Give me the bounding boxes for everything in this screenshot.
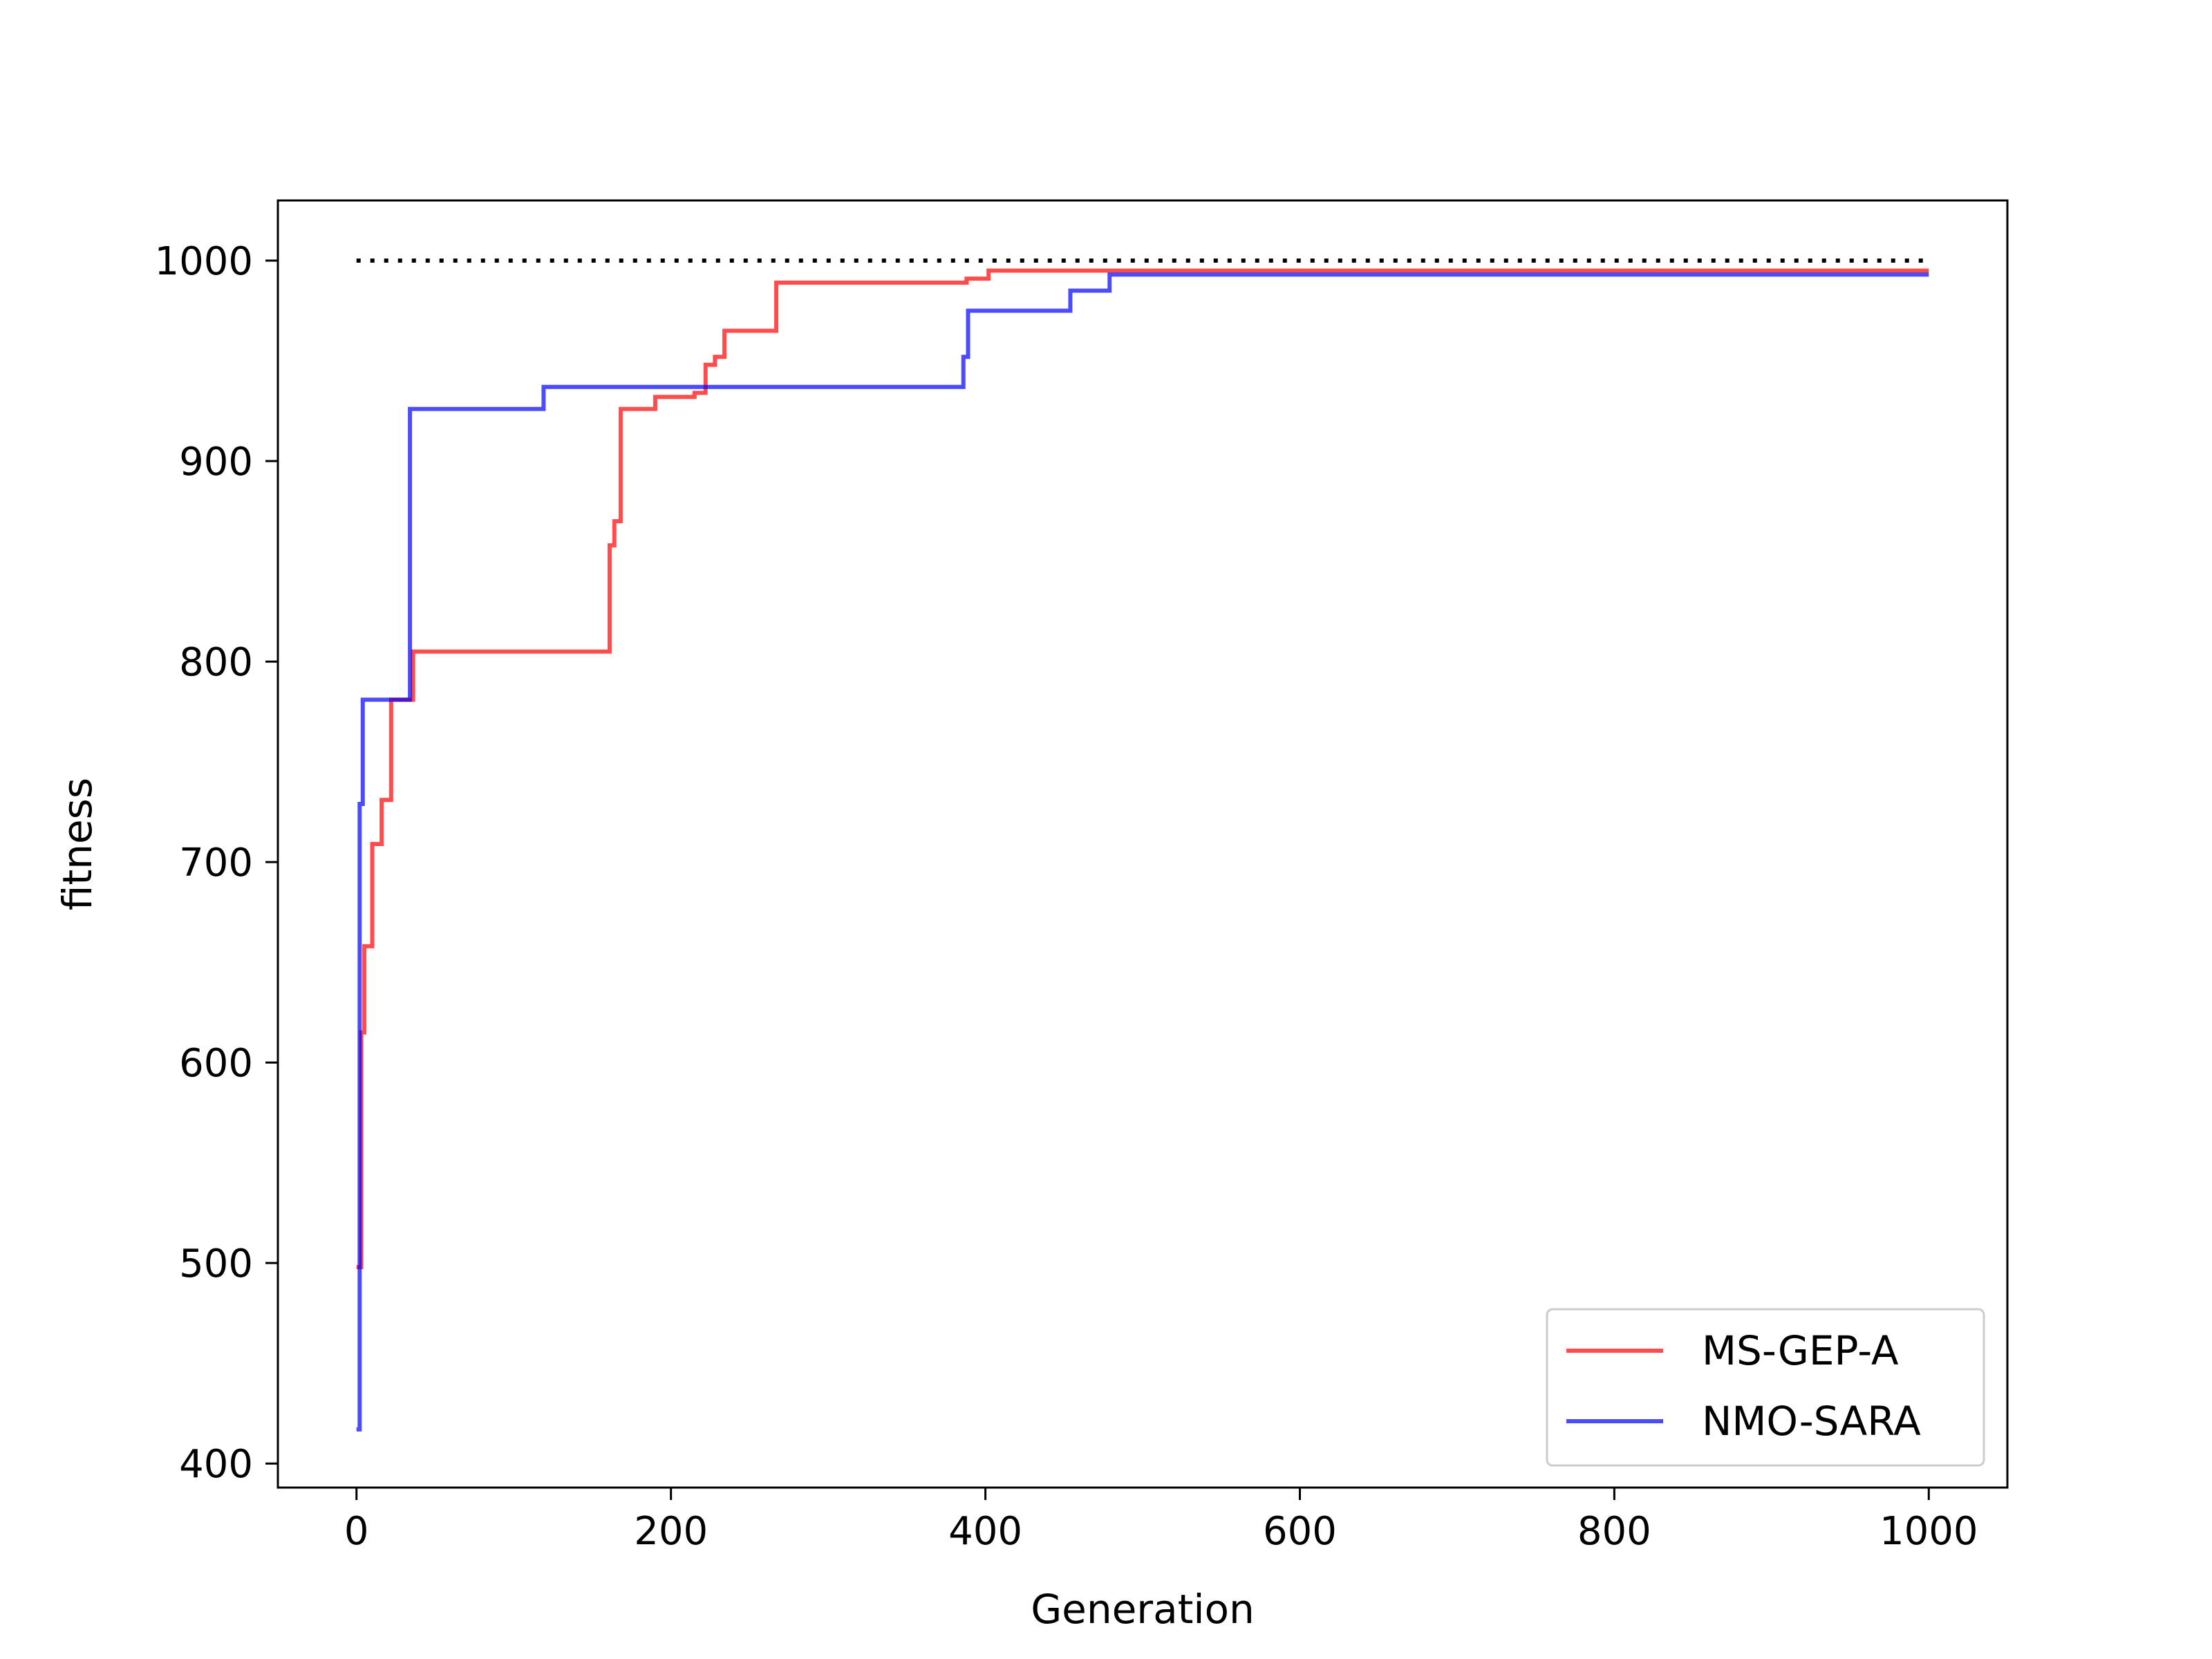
- y-tick-label: 400: [179, 1442, 253, 1487]
- y-tick-label: 600: [179, 1041, 253, 1086]
- y-tick-label: 1000: [154, 239, 253, 284]
- x-tick-label: 600: [1263, 1509, 1337, 1554]
- legend-box: [1546, 1308, 1985, 1467]
- y-tick-label: 800: [179, 640, 253, 685]
- series-line-ms-gep-a: [356, 268, 1929, 1269]
- axes-frame: [276, 199, 2009, 1489]
- x-tick-label: 0: [344, 1509, 369, 1554]
- y-tick-label: 500: [179, 1241, 253, 1286]
- y-tick-label: 700: [179, 841, 253, 885]
- y-tick-label: 900: [179, 440, 253, 485]
- x-tick-label: 1000: [1880, 1509, 1978, 1554]
- series-line-nmo-sara: [356, 272, 1929, 1432]
- x-axis-label: Generation: [1031, 1586, 1255, 1633]
- x-axis: 0 200 400 600 800 1000: [344, 1488, 1978, 1554]
- x-tick-label: 200: [634, 1509, 708, 1554]
- x-tick-label: 800: [1577, 1509, 1651, 1554]
- legend: MS-GEP-A NMO-SARA: [1546, 1308, 1985, 1467]
- y-axis-label: fitness: [54, 778, 101, 910]
- legend-label: MS-GEP-A: [1702, 1327, 1899, 1374]
- y-axis: 400 500 600 700 800 900 1000: [154, 239, 278, 1487]
- x-tick-label: 400: [948, 1509, 1022, 1554]
- series-layer: [356, 268, 1929, 1432]
- legend-label: NMO-SARA: [1702, 1398, 1921, 1445]
